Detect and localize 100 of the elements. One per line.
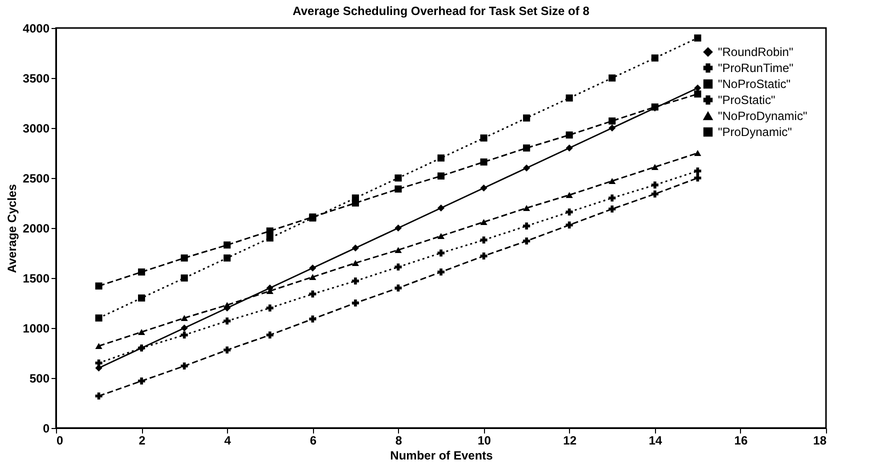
point [394,224,402,232]
point [566,144,573,152]
point [224,346,231,354]
y-tick-label: 2500 [22,172,50,186]
point [566,192,573,198]
point [694,174,702,182]
legend-label: "ProRunTime" [718,61,794,75]
point [437,232,445,240]
point [608,117,616,125]
point [480,236,488,244]
point [566,131,573,139]
point [523,222,530,230]
point [138,294,146,302]
legend-label: "NoProDynamic" [718,109,808,123]
point [138,268,146,276]
x-tick-label: 8 [395,434,402,448]
point [352,199,359,207]
legend-label: "RoundRobin" [718,45,794,59]
point [651,54,658,62]
point [224,317,231,325]
point [651,164,658,170]
point [266,331,274,339]
point [608,124,616,132]
point [694,150,702,156]
point [180,362,188,370]
y-tick-label: 1000 [22,322,50,336]
y-tick-label: 3000 [22,122,50,136]
point [480,184,488,192]
point [394,284,402,292]
y-tick-label: 3500 [22,72,50,86]
legend-label: "ProStatic" [718,93,776,107]
point [394,174,402,182]
point [224,241,231,249]
point [437,249,445,257]
chart-title: Average Scheduling Overhead for Task Set Size of 8 [292,4,590,18]
point [480,158,488,166]
point [694,90,702,98]
point [480,252,488,260]
point [180,274,188,282]
point [394,185,402,193]
y-tick-label: 0 [42,422,50,436]
point [138,328,146,336]
point [608,178,616,184]
point [309,315,316,323]
point [180,331,188,339]
point [566,208,573,216]
point [480,134,488,142]
point [352,260,359,266]
point [523,237,530,245]
point [180,324,188,332]
point [523,144,530,152]
point [608,194,616,202]
legend-label: "NoProStatic" [718,77,791,91]
point [352,299,359,307]
x-tick-label: 16 [734,434,748,448]
point [309,290,316,298]
x-tick-label: 6 [310,434,317,448]
y-axis-title: Average Cycles [4,184,19,273]
point [95,392,102,400]
x-tick-label: 14 [648,434,662,448]
y-tick-label: 4000 [22,22,50,36]
x-tick-label: 10 [478,434,492,448]
point [523,114,530,122]
point [180,314,188,322]
point [138,377,146,385]
x-axis-title: Number of Events [390,448,494,462]
point [352,244,359,252]
point [95,314,102,322]
point [95,282,102,290]
point [266,234,274,242]
point [95,359,102,367]
point [437,172,445,180]
point [651,190,658,198]
point [608,74,616,82]
point [309,274,316,280]
point [224,254,231,262]
y-tick-label: 2000 [22,222,50,236]
point [394,246,402,254]
point [437,154,445,162]
point [224,302,231,308]
x-tick-label: 4 [224,434,232,448]
point [394,263,402,271]
point [180,254,188,262]
legend-label: "ProDynamic" [718,125,792,139]
x-tick-label: 2 [138,434,146,448]
point [266,304,274,312]
point [608,205,616,213]
point [694,34,702,42]
point [437,268,445,276]
point [352,277,359,285]
point [95,342,102,350]
y-tick-label: 500 [29,372,50,386]
point [523,164,530,172]
point [566,94,573,102]
point [523,204,530,212]
point [566,221,573,229]
y-tick-label: 1500 [22,272,50,286]
x-tick-label: 0 [56,434,64,448]
point [309,264,316,272]
point [480,218,488,226]
